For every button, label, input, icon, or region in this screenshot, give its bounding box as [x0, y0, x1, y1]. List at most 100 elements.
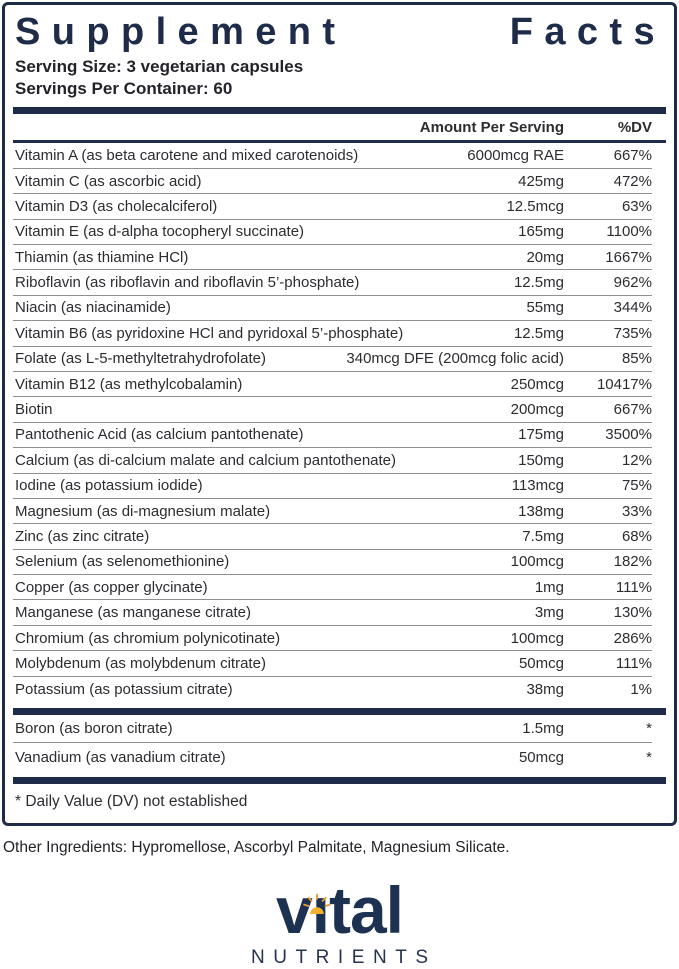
nutrient-dv: 130% — [613, 604, 652, 622]
nutrient-rows-no-dv: Boron (as boron citrate) 1.5mg * Vanadiu… — [13, 715, 652, 771]
nutrient-row: Thiamin (as thiamine HCl) 20mg 1667% — [13, 245, 652, 271]
divider-bar-top — [13, 107, 666, 115]
column-header-dv: %DV — [617, 118, 652, 136]
nutrient-name: Magnesium (as di-magnesium malate) — [15, 502, 271, 520]
nutrient-name: Vanadium (as vanadium citrate) — [15, 748, 226, 766]
nutrient-name: Molybdenum (as molybdenum citrate) — [15, 654, 266, 672]
nutrient-amount: 38mg — [526, 680, 564, 698]
nutrient-dv: 344% — [613, 299, 652, 317]
nutrient-row: Folate (as L-5-methyltetrahydrofolate) 3… — [13, 347, 652, 372]
nutrient-amount: 12.5mg — [513, 274, 564, 292]
sun-icon — [302, 863, 332, 915]
nutrient-name: Vitamin C (as ascorbic acid) — [15, 172, 202, 190]
nutrient-dv: 111% — [615, 578, 652, 596]
nutrient-row: Niacin (as niacinamide) 55mg 344% — [13, 296, 652, 322]
nutrient-dv: 962% — [613, 274, 652, 292]
nutrient-name: Pantothenic Acid (as calcium pantothenat… — [15, 426, 304, 444]
nutrient-row: Biotin 200mcg 667% — [13, 397, 652, 423]
nutrient-dv: 1100% — [606, 223, 652, 241]
nutrient-row: Pantothenic Acid (as calcium pantothenat… — [13, 423, 652, 449]
nutrient-dv: * — [646, 748, 652, 766]
nutrient-amount: 3mg — [534, 604, 564, 622]
nutrient-row: Selenium (as selenomethionine) 100mcg 18… — [13, 550, 652, 576]
nutrient-amount: 175mg — [518, 426, 564, 444]
nutrient-name: Vitamin B12 (as methylcobalamin) — [15, 375, 243, 393]
nutrient-dv: 75% — [621, 477, 652, 495]
table-column-headers: Amount Per Serving %DV — [13, 114, 652, 140]
nutrient-amount: 150mg — [518, 451, 564, 469]
nutrient-name: Selenium (as selenomethionine) — [15, 553, 230, 571]
nutrient-name: Zinc (as zinc citrate) — [15, 527, 150, 545]
nutrient-row: Vitamin B6 (as pyridoxine HCl and pyrido… — [13, 321, 652, 347]
nutrient-row: Calcium (as di-calcium malate and calciu… — [13, 448, 652, 474]
nutrient-name: Iodine (as potassium iodide) — [15, 477, 203, 495]
divider-bar-before-extras — [13, 708, 666, 716]
nutrient-name: Folate (as L-5-methyltetrahydrofolate) — [15, 350, 266, 368]
nutrient-name: Riboflavin (as riboflavin and riboflavin… — [15, 274, 360, 292]
serving-size-line: Serving Size: 3 vegetarian capsules — [15, 56, 304, 76]
nutrient-dv: 182% — [613, 553, 652, 571]
nutrient-dv: * — [646, 720, 652, 738]
servings-per-container-line: Servings Per Container: 60 — [15, 79, 233, 99]
nutrient-rows-main: Vitamin A (as beta carotene and mixed ca… — [13, 143, 652, 702]
nutrient-name: Biotin — [15, 401, 53, 419]
nutrient-row: Vanadium (as vanadium citrate) 50mcg * — [13, 743, 652, 771]
nutrient-amount: 138mg — [518, 502, 564, 520]
nutrient-row: Chromium (as chromium polynicotinate) 10… — [13, 626, 652, 652]
nutrient-dv: 3500% — [605, 426, 652, 444]
nutrient-row: Copper (as copper glycinate) 1mg 111% — [13, 575, 652, 601]
nutrient-dv: 667% — [613, 147, 652, 165]
nutrient-name: Copper (as copper glycinate) — [15, 578, 208, 596]
logo-brand-word: vıtal — [276, 877, 404, 943]
nutrient-amount: 100mcg — [510, 553, 564, 571]
nutrient-row: Magnesium (as di-magnesium malate) 138mg… — [13, 499, 652, 525]
nutrient-amount: 165mg — [518, 223, 564, 241]
nutrient-dv: 33% — [621, 502, 652, 520]
nutrient-amount: 1.5mg — [522, 720, 564, 738]
nutrient-name: Vitamin D3 (as cholecalciferol) — [15, 197, 218, 215]
nutrient-row: Riboflavin (as riboflavin and riboflavin… — [13, 270, 652, 296]
nutrient-dv: 85% — [621, 350, 652, 368]
nutrient-dv: 472% — [613, 172, 652, 190]
nutrient-amount: 55mg — [526, 299, 564, 317]
nutrient-row: Vitamin B12 (as methylcobalamin) 250mcg … — [13, 372, 652, 398]
column-header-amount: Amount Per Serving — [419, 118, 564, 136]
supplement-facts-panel: Supplement Facts Serving Size: 3 vegetar… — [2, 2, 677, 827]
nutrient-amount: 12.5mcg — [506, 197, 564, 215]
nutrient-amount: 12.5mg — [513, 324, 564, 342]
divider-bar-under-headers — [13, 140, 666, 144]
other-ingredients-line: Other Ingredients: Hypromellose, Ascorby… — [3, 839, 510, 857]
nutrient-dv: 68% — [621, 527, 652, 545]
nutrient-amount: 6000mcg RAE — [467, 147, 564, 165]
nutrient-name: Potassium (as potassium citrate) — [15, 680, 233, 698]
nutrient-amount: 20mg — [526, 248, 564, 266]
nutrient-name: Niacin (as niacinamide) — [15, 299, 171, 317]
nutrient-dv: 12% — [621, 451, 652, 469]
nutrient-dv: 63% — [621, 197, 652, 215]
vital-nutrients-logo: vıtal NUTRIENTS — [242, 877, 437, 969]
nutrient-name: Thiamin (as thiamine HCl) — [15, 248, 189, 266]
nutrient-amount: 113mcg — [511, 477, 564, 495]
daily-value-footnote: * Daily Value (DV) not established — [15, 793, 248, 811]
nutrient-amount: 50mcg — [518, 748, 564, 766]
nutrient-dv: 10417% — [596, 375, 652, 393]
logo-subtext: NUTRIENTS — [250, 946, 437, 968]
nutrient-amount: 7.5mg — [522, 527, 564, 545]
nutrient-row: Potassium (as potassium citrate) 38mg 1% — [13, 677, 652, 702]
nutrient-amount: 340mcg DFE (200mcg folic acid) — [346, 350, 564, 368]
panel-title-word-supplement: Supplement — [15, 11, 347, 53]
divider-bar-before-footnote — [13, 777, 666, 785]
nutrient-dv: 667% — [613, 401, 652, 419]
nutrient-row: Vitamin D3 (as cholecalciferol) 12.5mcg … — [13, 194, 652, 220]
nutrient-amount: 425mg — [518, 172, 564, 190]
nutrient-row: Vitamin C (as ascorbic acid) 425mg 472% — [13, 169, 652, 195]
nutrient-name: Vitamin E (as d-alpha tocopheryl succina… — [15, 223, 305, 241]
nutrient-dv: 1% — [630, 680, 652, 698]
panel-title-word-facts: Facts — [509, 11, 666, 53]
nutrient-row: Vitamin E (as d-alpha tocopheryl succina… — [13, 220, 652, 245]
nutrient-name: Calcium (as di-calcium malate and calciu… — [15, 451, 397, 469]
nutrient-dv: 1667% — [605, 248, 652, 266]
nutrient-amount: 50mcg — [518, 654, 564, 672]
nutrient-row: Vitamin A (as beta carotene and mixed ca… — [13, 143, 652, 169]
